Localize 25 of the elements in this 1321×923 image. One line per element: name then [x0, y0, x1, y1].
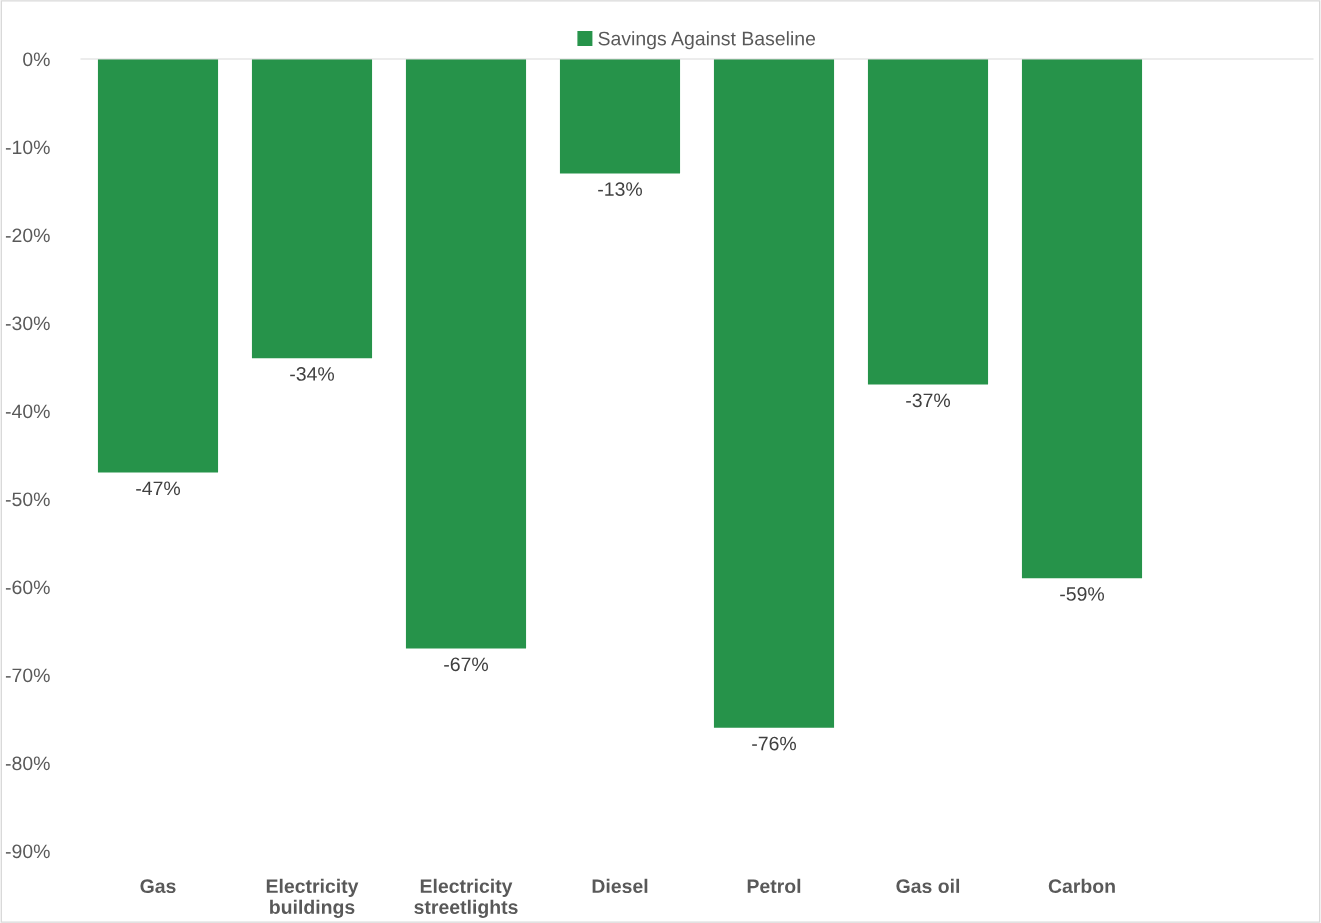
- data-label: -13%: [598, 182, 643, 197]
- y-tick-label: -30%: [5, 316, 50, 331]
- y-tick-label: -60%: [5, 580, 50, 595]
- legend-label: Savings Against Baseline: [598, 31, 816, 50]
- y-tick-label: -80%: [5, 756, 50, 771]
- y-tick-label: -20%: [5, 228, 50, 243]
- x-tick-label: Petrol: [747, 878, 801, 894]
- data-label: -47%: [136, 481, 181, 496]
- y-tick-label: -10%: [5, 140, 50, 155]
- data-label: -34%: [290, 367, 335, 381]
- data-label: -76%: [752, 736, 797, 751]
- y-tick-label: -70%: [5, 668, 50, 683]
- x-tick-label: Electricity streetlights: [414, 878, 518, 918]
- x-tick-label: Diesel: [592, 878, 648, 894]
- y-tick-label: -50%: [5, 492, 50, 507]
- y-tick-label: -90%: [5, 844, 50, 859]
- x-tick-label: Electricity buildings: [266, 878, 359, 918]
- y-tick-label: -40%: [5, 404, 50, 419]
- data-label: -37%: [906, 393, 951, 408]
- y-tick-label: 0%: [23, 52, 50, 67]
- x-tick-label: Gas: [140, 879, 176, 894]
- x-tick-label: Gas oil: [896, 878, 960, 894]
- data-label: -59%: [1060, 587, 1105, 601]
- data-label: -67%: [444, 657, 489, 672]
- x-tick-label: Carbon: [1048, 878, 1115, 894]
